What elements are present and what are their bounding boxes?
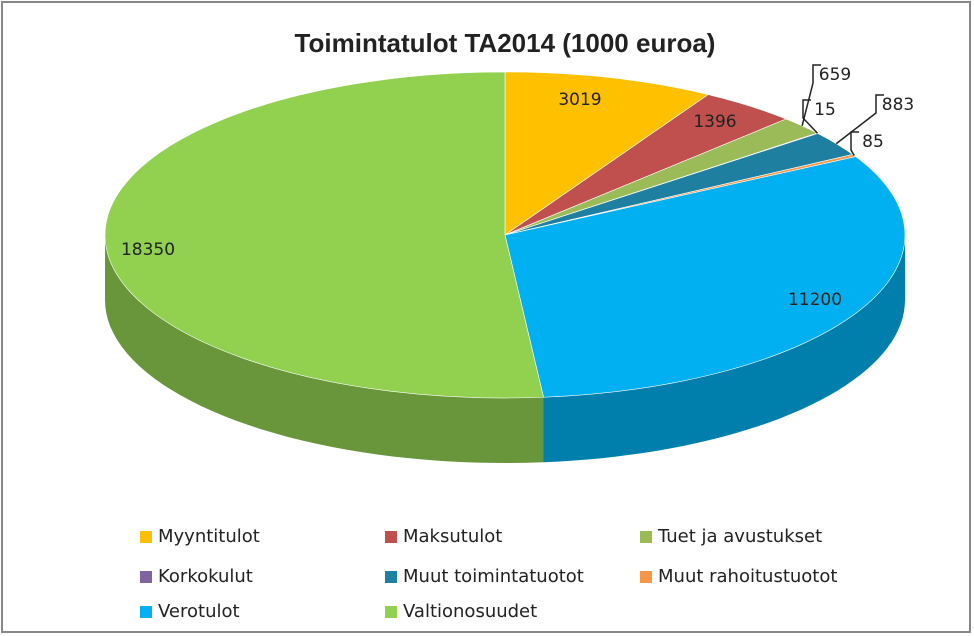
data-label: 883: [882, 95, 914, 115]
legend-label: Muut toimintatuotot: [403, 566, 584, 587]
data-label: 659: [819, 65, 851, 85]
leader-line: [801, 64, 821, 127]
legend-swatch: [640, 531, 652, 543]
data-label: 1396: [693, 112, 736, 132]
data-label: 11200: [788, 290, 842, 310]
leader-line: [802, 99, 819, 134]
pie-wall: [543, 235, 905, 463]
legend-label: Verotulot: [158, 601, 240, 622]
legend-label: Myyntitulot: [158, 526, 260, 547]
legend-swatch: [640, 571, 652, 583]
pie-slice: [504, 156, 906, 398]
data-label: 3019: [558, 90, 601, 110]
legend-swatch: [385, 531, 397, 543]
chart-title: Toimintatulot TA2014 (1000 euroa): [295, 28, 716, 58]
data-label: 85: [862, 132, 884, 152]
leader-line: [850, 131, 859, 156]
data-label: 15: [814, 100, 836, 120]
legend-label: Muut rahoitustuotot: [658, 566, 837, 587]
leader-line: [835, 94, 884, 145]
pie-wall: [105, 235, 544, 463]
legend-swatch: [385, 606, 397, 618]
legend-label: Valtionosuudet: [403, 601, 537, 622]
pie-slice: [504, 71, 709, 236]
legend-label: Maksutulot: [403, 526, 502, 547]
legend-swatch: [140, 606, 152, 618]
pie-slice: [104, 71, 544, 399]
legend-swatch: [140, 571, 152, 583]
data-label: 18350: [121, 240, 175, 260]
legend-label: Tuet ja avustukset: [657, 526, 822, 547]
legend-swatch: [140, 531, 152, 543]
legend-swatch: [385, 571, 397, 583]
legend-label: Korkokulut: [158, 566, 253, 587]
